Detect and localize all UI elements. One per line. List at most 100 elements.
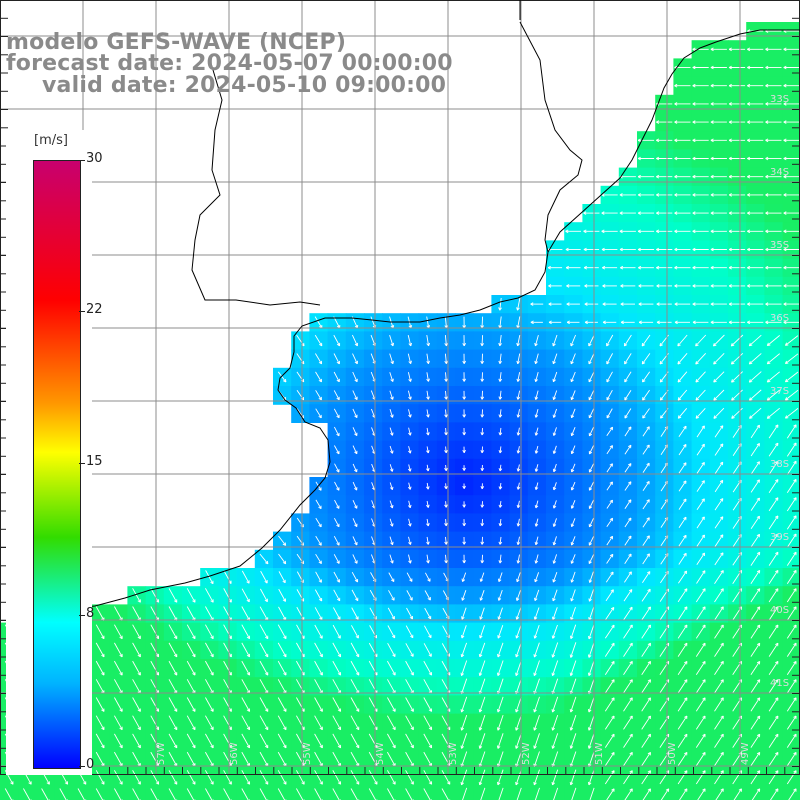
latitude-labels: 33S 34S 35S 36S 37S 38S 39S 40S 41S [770, 94, 789, 689]
wind-arrow [570, 714, 577, 731]
wind-arrow [334, 463, 340, 473]
wind-arrow [296, 624, 305, 639]
wind-arrow-head [246, 709, 250, 712]
wind-arrow [515, 660, 522, 676]
wind-arrow [641, 733, 651, 748]
wind-arrow-head [283, 782, 287, 785]
wind-arrow [132, 624, 141, 639]
wind-arrow [498, 589, 503, 601]
wind-arrow-head [692, 138, 696, 141]
wind-arrow [606, 408, 613, 419]
wind-arrow [571, 427, 576, 436]
wind-arrow [479, 678, 486, 695]
wind-arrow [461, 714, 468, 731]
wind-arrow [445, 427, 447, 436]
wind-arrow-head [551, 672, 553, 676]
wind-arrow-head [730, 342, 733, 347]
wind-arrow [314, 642, 323, 658]
wind-arrow [642, 462, 650, 473]
wind-arrow-head [565, 265, 570, 269]
wind-arrow [695, 371, 706, 383]
border-line [191, 59, 321, 306]
wind-arrow [588, 390, 595, 401]
wind-arrow [114, 660, 123, 676]
wind-arrow [462, 787, 468, 800]
wind-arrow [642, 389, 650, 401]
wind-arrow [424, 607, 432, 620]
wind-arrow-head [747, 193, 751, 196]
wind-arrow-head [478, 727, 481, 731]
wind-arrow [186, 770, 196, 785]
wind-arrow-head [551, 709, 553, 713]
wind-arrow-head [674, 320, 678, 323]
wind-arrow [259, 679, 269, 694]
wind-arrow-head [695, 397, 698, 401]
wind-arrow-head [355, 727, 360, 731]
wind-arrow-head [552, 342, 554, 347]
wind-arrow [767, 335, 780, 346]
wind-arrow [314, 607, 323, 620]
wind-arrow-head [354, 397, 358, 401]
wind-arrow-head [478, 781, 481, 785]
wind-arrow-head [461, 578, 463, 582]
wind-arrow [623, 589, 633, 602]
wind-arrow-head [462, 378, 465, 382]
wind-arrow-head [407, 505, 411, 509]
wind-arrow [588, 751, 595, 767]
wind-arrow-head [766, 379, 769, 383]
wind-arrow [677, 733, 688, 748]
wind-arrow [408, 482, 411, 490]
wind-speed-cell [254, 786, 274, 800]
wind-arrow-head [565, 247, 569, 250]
wind-arrow-head [516, 414, 519, 418]
wind-arrow [352, 554, 358, 564]
wind-arrow [552, 607, 558, 620]
wind-arrow-head [534, 597, 536, 601]
model-title: modelo GEFS-WAVE (NCEP) [6, 30, 347, 55]
wind-arrow [604, 642, 615, 657]
wind-arrow [205, 679, 214, 694]
wind-arrow-head [192, 727, 196, 731]
wind-arrow [731, 407, 743, 419]
wind-arrow-head [390, 397, 394, 400]
wind-arrow [641, 588, 651, 602]
longitude-label: 50W [667, 742, 678, 765]
wind-arrow-head [783, 138, 787, 141]
wind-arrow-head [444, 414, 447, 418]
wind-arrow [570, 554, 576, 564]
wind-arrow-head [569, 709, 572, 713]
wind-arrow [296, 715, 305, 730]
wind-arrow-head [713, 379, 715, 383]
wind-arrow [768, 442, 779, 457]
wind-arrow-head [692, 83, 696, 87]
wind-arrow [132, 660, 141, 676]
wind-arrow [768, 588, 779, 603]
wind-arrow-head [428, 782, 432, 785]
wind-arrow [241, 570, 250, 584]
wind-arrow [571, 518, 576, 527]
wind-arrow [277, 697, 287, 712]
wind-arrow [408, 536, 411, 545]
forecast-date: forecast date: 2024-05-07 00:00:00 [6, 51, 453, 76]
wind-arrow [405, 788, 413, 800]
wind-arrow-head [515, 727, 517, 731]
wind-arrow-head [480, 467, 483, 471]
wind-arrow [389, 445, 393, 454]
wind-arrow [588, 463, 595, 473]
wind-arrow-head [552, 505, 555, 509]
wind-arrow-head [390, 542, 393, 546]
wind-arrow [334, 481, 340, 491]
wind-arrow [241, 679, 250, 694]
wind-arrow [223, 570, 232, 584]
colorbar [33, 160, 81, 769]
wind-arrow-head [410, 745, 414, 749]
wind-arrow-head [534, 486, 537, 490]
wind-arrow [389, 464, 393, 472]
wind-arrow [223, 751, 232, 767]
wind-arrow-head [674, 65, 678, 68]
wind-arrow [132, 788, 140, 800]
wind-arrow-head [210, 600, 214, 603]
wind-arrow [426, 353, 429, 364]
wind-arrow [389, 536, 394, 545]
